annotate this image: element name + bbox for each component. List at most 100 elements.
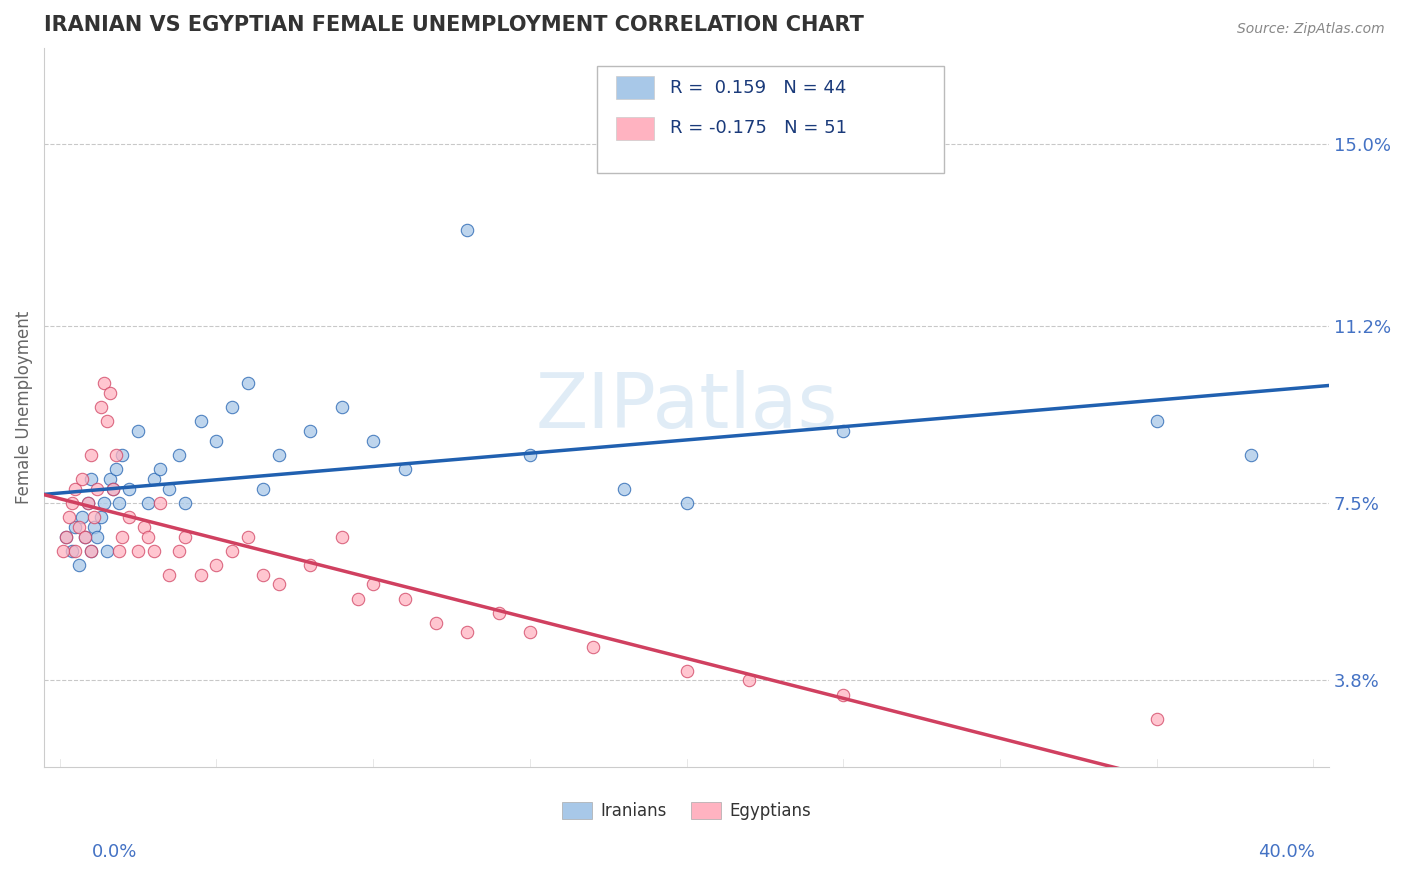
Point	[236, 529, 259, 543]
Point	[581, 640, 603, 654]
Point	[221, 400, 243, 414]
Point	[108, 496, 131, 510]
Point	[236, 376, 259, 391]
Point	[96, 544, 118, 558]
Point	[105, 448, 128, 462]
Point	[83, 520, 105, 534]
Point	[425, 615, 447, 630]
Point	[80, 448, 103, 462]
Point	[832, 688, 855, 702]
Point	[252, 567, 274, 582]
Point	[93, 496, 115, 510]
Point	[174, 496, 197, 510]
Point	[60, 496, 83, 510]
Point	[134, 520, 156, 534]
Point	[205, 558, 228, 573]
Point	[89, 510, 111, 524]
Point	[330, 400, 353, 414]
Point	[111, 448, 134, 462]
Point	[55, 529, 77, 543]
Point	[73, 529, 96, 543]
Point	[252, 482, 274, 496]
Point	[488, 606, 510, 620]
Point	[456, 223, 478, 237]
Point	[167, 544, 190, 558]
Point	[70, 510, 93, 524]
Point	[105, 462, 128, 476]
Point	[832, 424, 855, 438]
Point	[221, 544, 243, 558]
Point	[127, 424, 149, 438]
Point	[52, 544, 75, 558]
Point	[77, 496, 100, 510]
Point	[269, 577, 291, 591]
Y-axis label: Female Unemployment: Female Unemployment	[15, 310, 32, 504]
Point	[58, 510, 80, 524]
Point	[361, 577, 384, 591]
Point	[98, 472, 121, 486]
Point	[67, 520, 90, 534]
Text: 40.0%: 40.0%	[1258, 843, 1315, 861]
Text: R = -0.175   N = 51: R = -0.175 N = 51	[669, 120, 846, 137]
Text: 0.0%: 0.0%	[91, 843, 136, 861]
Point	[738, 673, 761, 688]
Point	[127, 544, 149, 558]
Point	[60, 544, 83, 558]
Point	[77, 496, 100, 510]
Point	[80, 472, 103, 486]
Point	[299, 424, 322, 438]
Point	[80, 544, 103, 558]
Point	[118, 510, 141, 524]
Point	[149, 496, 172, 510]
Point	[142, 472, 165, 486]
FancyBboxPatch shape	[616, 117, 654, 140]
Text: IRANIAN VS EGYPTIAN FEMALE UNEMPLOYMENT CORRELATION CHART: IRANIAN VS EGYPTIAN FEMALE UNEMPLOYMENT …	[44, 15, 863, 35]
Point	[96, 415, 118, 429]
Point	[118, 482, 141, 496]
Point	[190, 567, 212, 582]
Point	[65, 544, 87, 558]
Point	[98, 385, 121, 400]
Point	[142, 544, 165, 558]
Text: Source: ZipAtlas.com: Source: ZipAtlas.com	[1237, 22, 1385, 37]
Point	[86, 529, 108, 543]
Point	[65, 520, 87, 534]
Point	[1146, 712, 1168, 726]
Point	[1146, 415, 1168, 429]
Point	[101, 482, 124, 496]
Point	[394, 462, 416, 476]
Point	[299, 558, 322, 573]
Point	[330, 529, 353, 543]
Text: ZIPatlas: ZIPatlas	[536, 370, 838, 444]
Point	[613, 482, 636, 496]
Point	[346, 591, 368, 606]
Point	[111, 529, 134, 543]
Point	[89, 400, 111, 414]
Point	[159, 567, 181, 582]
Point	[93, 376, 115, 391]
Point	[167, 448, 190, 462]
Point	[675, 664, 697, 678]
Legend: Iranians, Egyptians: Iranians, Egyptians	[555, 795, 818, 827]
Point	[519, 448, 541, 462]
Point	[67, 558, 90, 573]
Point	[101, 482, 124, 496]
Point	[108, 544, 131, 558]
Point	[80, 544, 103, 558]
Point	[269, 448, 291, 462]
Point	[65, 482, 87, 496]
Point	[519, 625, 541, 640]
FancyBboxPatch shape	[596, 66, 943, 173]
Point	[1240, 448, 1263, 462]
Point	[136, 529, 159, 543]
Point	[83, 510, 105, 524]
Point	[174, 529, 197, 543]
FancyBboxPatch shape	[616, 77, 654, 99]
Point	[675, 496, 697, 510]
Point	[55, 529, 77, 543]
Point	[136, 496, 159, 510]
Point	[149, 462, 172, 476]
Point	[456, 625, 478, 640]
Point	[394, 591, 416, 606]
Point	[190, 415, 212, 429]
